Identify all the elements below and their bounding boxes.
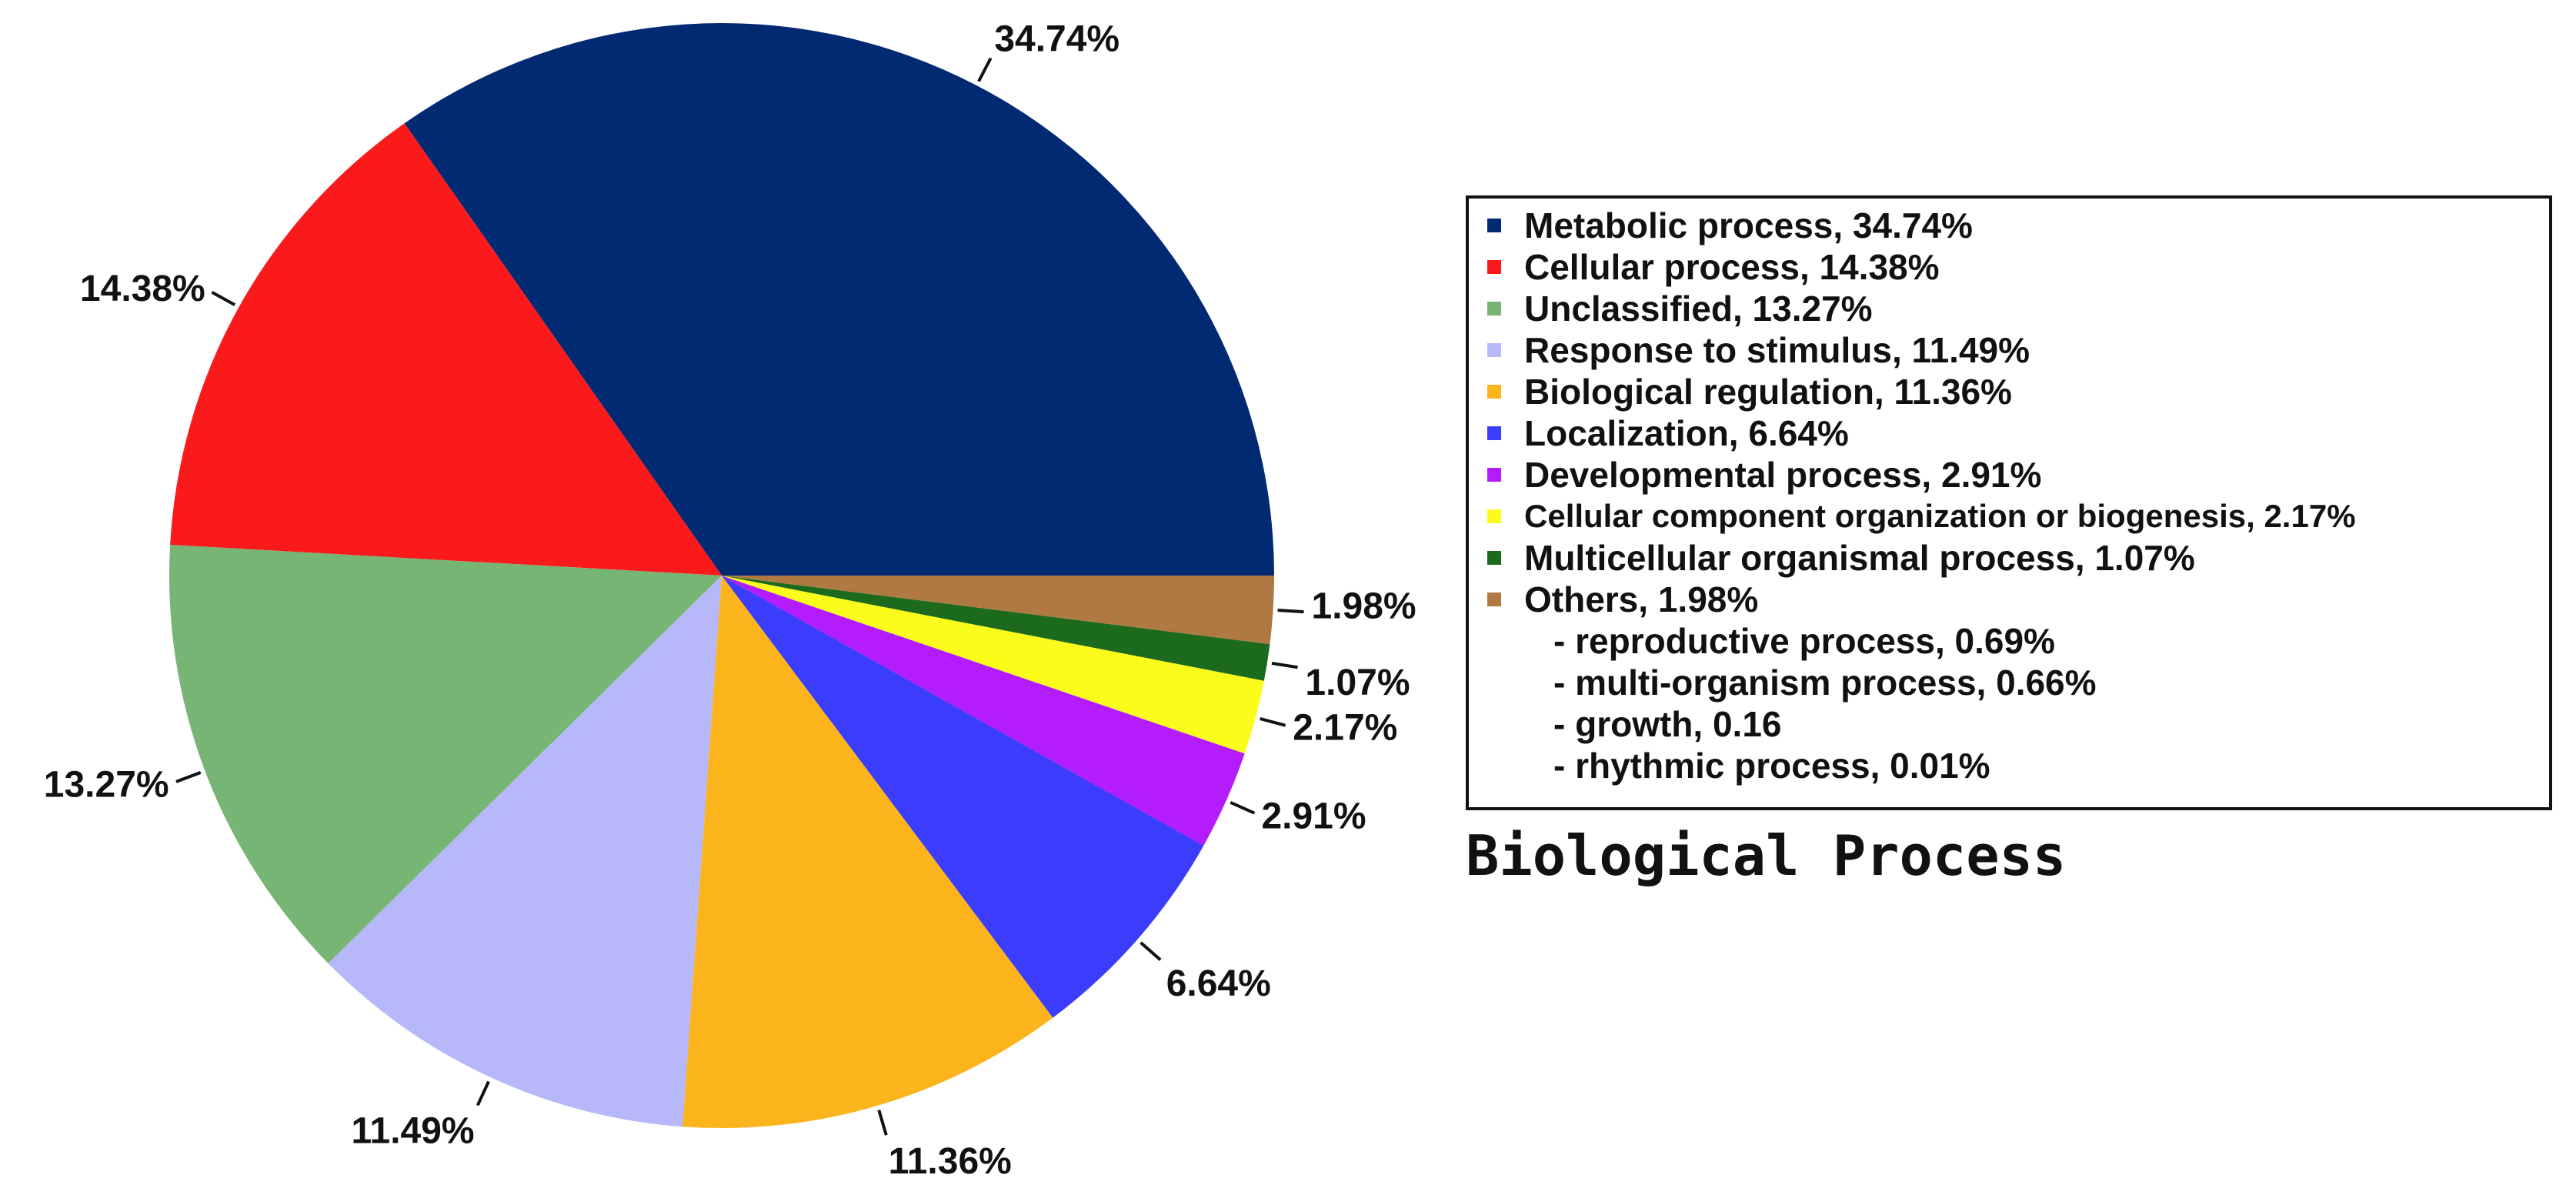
legend-label: Cellular component organization or bioge… [1524,498,2356,534]
leader-line [175,771,202,783]
legend-item: Localization, 6.64% [1487,412,1849,454]
legend-swatch [1487,385,1501,399]
legend-subitem: - growth, 0.16 [1553,704,1782,744]
slice-label: 1.07% [1305,663,1410,703]
pie-slices [169,22,1274,1128]
pie-slice-response-to-stimulus [328,576,722,1127]
legend-swatch [1487,509,1501,523]
legend-subitem: - reproductive process, 0.69% [1553,621,2055,661]
legend-swatch [1487,592,1501,606]
slice-label: 11.49% [351,1111,474,1152]
legend-item: Cellular component organization or bioge… [1487,496,2356,537]
slice-label: 34.74% [994,19,1119,60]
legend-swatch [1487,219,1501,232]
leader-lines [175,57,1304,1136]
pie-slice-biological-regulation [682,576,1053,1128]
legend-item: Unclassified, 13.27% [1487,288,1873,329]
leader-line [211,290,236,307]
leader-line [1277,609,1304,614]
legend-label: Multicellular organismal process, 1.07% [1524,538,2195,578]
slice-label: 6.64% [1166,963,1271,1004]
slice-label: 14.38% [80,269,205,309]
pie-slice-localization [722,576,1204,1018]
legend-item: Biological regulation, 11.36% [1487,371,2012,412]
leader-line [1260,717,1286,727]
legend-label: Others, 1.98% [1524,579,1759,619]
pie-slice-others [722,576,1274,645]
leader-line [1271,661,1298,669]
legend-label: Metabolic process, 34.74% [1524,205,1973,245]
slice-labels: 34.74% 14.38% 13.27% 11.49% 11.36% 6.64% 2.91%… [44,19,1416,1182]
legend-item: Developmental process, 2.91% [1487,454,2041,496]
legend: Metabolic process, 34.74% Cellular proces… [1466,195,2552,810]
legend-swatch [1487,468,1501,482]
legend-swatch [1487,426,1501,440]
legend-label: Cellular process, 14.38% [1524,247,1940,287]
pie-slice-developmental-process [722,576,1245,846]
chart-title: Biological Process [1466,823,2067,888]
legend-item: Others, 1.98% [1487,579,1758,620]
legend-swatch [1487,260,1501,274]
pie-slice-multicellular-organismal-process [722,576,1270,681]
legend-label: Localization, 6.64% [1524,413,1849,453]
legend-swatch [1487,343,1501,357]
pie-slice-unclassified [169,545,722,963]
legend-item: Multicellular organismal process, 1.07% [1487,537,2195,579]
leader-line [475,1080,490,1107]
legend-label: Developmental process, 2.91% [1524,455,2042,495]
leader-line [1140,941,1162,961]
pie-slice-metabolic-process [404,22,1274,576]
legend-subitem: - multi-organism process, 0.66% [1553,663,2097,703]
legend-label: Biological regulation, 11.36% [1524,372,2012,412]
slice-label: 13.27% [44,764,169,805]
slice-label: 2.17% [1293,707,1397,748]
leader-line [877,1110,888,1136]
legend-item: Metabolic process, 34.74% [1487,205,1973,246]
slice-label: 11.36% [889,1141,1012,1182]
legend-item: Cellular process, 14.38% [1487,246,1940,288]
legend-swatch [1487,302,1501,315]
pie-slice-cellular-component-organization-or-biogenesis [722,576,1264,754]
leader-line [1230,800,1256,815]
slice-label: 1.98% [1312,586,1416,627]
pie-slice-cellular-process [170,123,722,576]
legend-swatch [1487,551,1501,565]
slice-label: 2.91% [1261,796,1366,837]
legend-label: Response to stimulus, 11.49% [1524,330,2030,370]
legend-item: Response to stimulus, 11.49% [1487,329,2030,371]
legend-label: Unclassified, 13.27% [1524,289,1873,329]
leader-line [977,57,993,82]
legend-subitem: - rhythmic process, 0.01% [1553,746,1990,786]
